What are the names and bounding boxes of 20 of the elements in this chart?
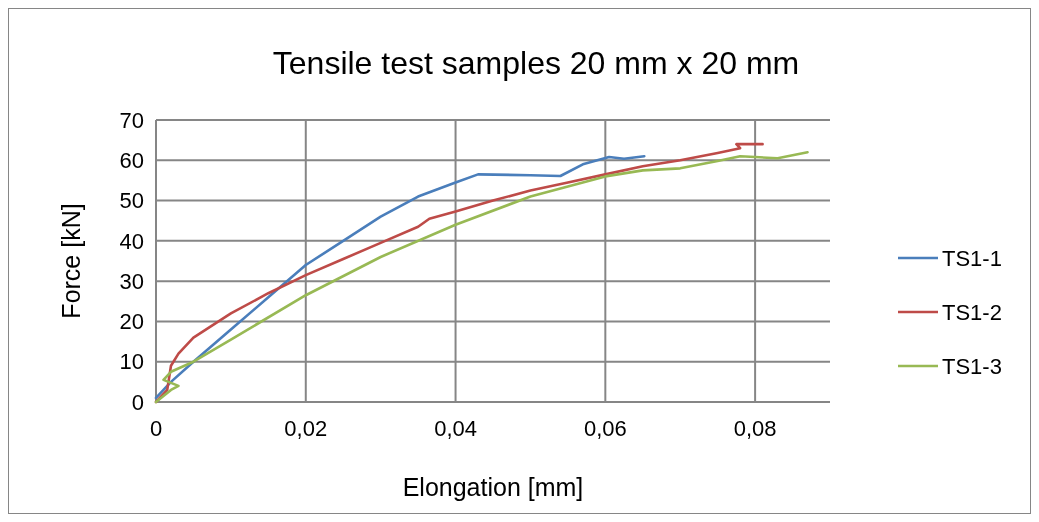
x-tick-label: 0,06 bbox=[583, 416, 627, 441]
x-axis-title: Elongation [mm] bbox=[402, 473, 584, 501]
x-tick-label: 0,08 bbox=[733, 416, 777, 441]
legend-label: TS1-3 bbox=[942, 353, 1002, 379]
x-tick-label: 0 bbox=[149, 416, 163, 441]
x-tick-label: 0,04 bbox=[434, 416, 477, 441]
y-tick-label: 0 bbox=[131, 389, 144, 415]
line-series bbox=[154, 154, 646, 400]
y-tick-label: 60 bbox=[119, 147, 144, 173]
chart-title: Tensile test samples 20 mm x 20 mm bbox=[272, 45, 800, 81]
y-tick-label: 70 bbox=[119, 107, 144, 133]
y-tick-label: 20 bbox=[119, 309, 144, 335]
y-axis-title: Force [kN] bbox=[57, 203, 85, 319]
legend-label: TS1-1 bbox=[942, 245, 1002, 271]
y-tick-label: 10 bbox=[119, 349, 144, 375]
y-tick-label: 40 bbox=[119, 228, 144, 254]
y-tick-label: 50 bbox=[119, 188, 144, 214]
y-tick-label: 30 bbox=[119, 268, 144, 294]
x-tick-label: 0,02 bbox=[284, 416, 328, 441]
legend-label: TS1-2 bbox=[942, 299, 1002, 325]
